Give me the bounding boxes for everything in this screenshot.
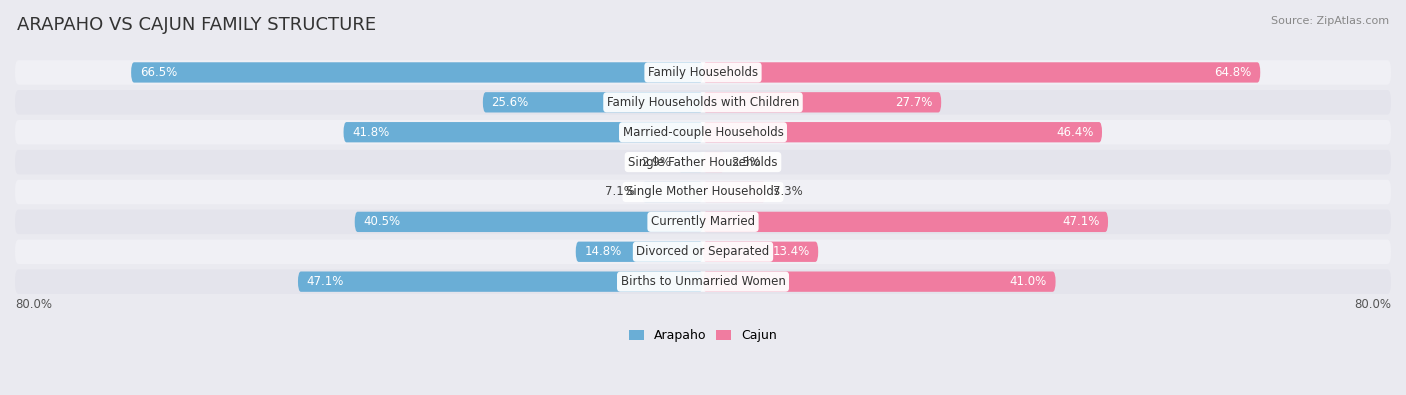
- Text: 40.5%: 40.5%: [363, 215, 401, 228]
- FancyBboxPatch shape: [343, 122, 703, 142]
- Text: 41.0%: 41.0%: [1010, 275, 1047, 288]
- FancyBboxPatch shape: [678, 152, 703, 172]
- Text: 66.5%: 66.5%: [139, 66, 177, 79]
- FancyBboxPatch shape: [354, 212, 703, 232]
- Text: Divorced or Separated: Divorced or Separated: [637, 245, 769, 258]
- FancyBboxPatch shape: [703, 152, 724, 172]
- FancyBboxPatch shape: [703, 271, 1056, 292]
- FancyBboxPatch shape: [131, 62, 703, 83]
- Text: Family Households: Family Households: [648, 66, 758, 79]
- Text: 2.9%: 2.9%: [641, 156, 671, 169]
- Text: 7.3%: 7.3%: [773, 186, 803, 199]
- Text: Single Father Households: Single Father Households: [628, 156, 778, 169]
- FancyBboxPatch shape: [703, 182, 766, 202]
- FancyBboxPatch shape: [643, 182, 703, 202]
- FancyBboxPatch shape: [703, 92, 941, 113]
- FancyBboxPatch shape: [15, 239, 1391, 264]
- Text: ARAPAHO VS CAJUN FAMILY STRUCTURE: ARAPAHO VS CAJUN FAMILY STRUCTURE: [17, 16, 375, 34]
- FancyBboxPatch shape: [15, 120, 1391, 145]
- FancyBboxPatch shape: [15, 60, 1391, 85]
- Text: 47.1%: 47.1%: [307, 275, 344, 288]
- FancyBboxPatch shape: [15, 269, 1391, 294]
- FancyBboxPatch shape: [15, 180, 1391, 204]
- FancyBboxPatch shape: [703, 62, 1260, 83]
- Text: 41.8%: 41.8%: [352, 126, 389, 139]
- Text: 80.0%: 80.0%: [1354, 298, 1391, 311]
- Text: 25.6%: 25.6%: [492, 96, 529, 109]
- Text: 47.1%: 47.1%: [1062, 215, 1099, 228]
- FancyBboxPatch shape: [575, 242, 703, 262]
- Legend: Arapaho, Cajun: Arapaho, Cajun: [624, 324, 782, 347]
- FancyBboxPatch shape: [298, 271, 703, 292]
- FancyBboxPatch shape: [15, 150, 1391, 174]
- FancyBboxPatch shape: [703, 242, 818, 262]
- FancyBboxPatch shape: [703, 212, 1108, 232]
- Text: Married-couple Households: Married-couple Households: [623, 126, 783, 139]
- Text: Single Mother Households: Single Mother Households: [626, 186, 780, 199]
- FancyBboxPatch shape: [15, 210, 1391, 234]
- Text: Births to Unmarried Women: Births to Unmarried Women: [620, 275, 786, 288]
- Text: Source: ZipAtlas.com: Source: ZipAtlas.com: [1271, 16, 1389, 26]
- Text: 14.8%: 14.8%: [585, 245, 621, 258]
- Text: 2.5%: 2.5%: [731, 156, 761, 169]
- Text: 7.1%: 7.1%: [605, 186, 636, 199]
- Text: 80.0%: 80.0%: [15, 298, 52, 311]
- Text: 27.7%: 27.7%: [896, 96, 932, 109]
- Text: 13.4%: 13.4%: [772, 245, 810, 258]
- FancyBboxPatch shape: [703, 122, 1102, 142]
- FancyBboxPatch shape: [15, 90, 1391, 115]
- Text: Family Households with Children: Family Households with Children: [607, 96, 799, 109]
- Text: Currently Married: Currently Married: [651, 215, 755, 228]
- Text: 64.8%: 64.8%: [1215, 66, 1251, 79]
- FancyBboxPatch shape: [482, 92, 703, 113]
- Text: 46.4%: 46.4%: [1056, 126, 1094, 139]
